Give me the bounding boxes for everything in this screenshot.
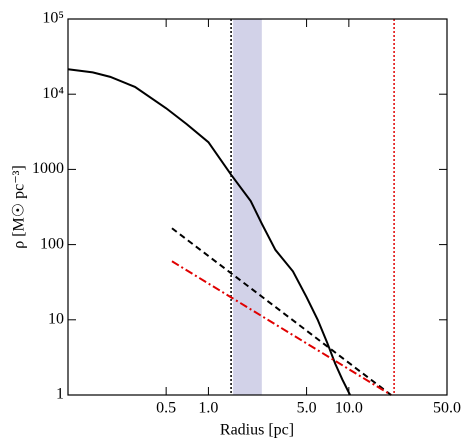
y-tick-label: 100 xyxy=(40,235,64,252)
x-tick-label: 50.0 xyxy=(433,400,461,417)
y-tick-label: 1 xyxy=(56,386,64,403)
data-line xyxy=(171,227,392,396)
y-tick-label: 10⁵ xyxy=(42,10,64,27)
x-axis-title: Radius [pc] xyxy=(220,422,294,439)
y-tick-label: 10 xyxy=(48,310,64,327)
x-tick-label: 0.5 xyxy=(156,400,176,417)
x-tick-label: 10.0 xyxy=(335,400,363,417)
y-tick-label: 10⁴ xyxy=(42,85,64,102)
data-line xyxy=(67,68,351,396)
data-line xyxy=(171,260,392,396)
plot-frame xyxy=(67,18,448,396)
y-tick-label: 1000 xyxy=(32,160,64,177)
x-tick-label: 5.0 xyxy=(297,400,317,417)
y-axis-title: ρ [M☉ pc⁻³] xyxy=(11,165,28,249)
x-tick-label: 1.0 xyxy=(198,400,218,417)
shaded-span xyxy=(233,19,262,395)
